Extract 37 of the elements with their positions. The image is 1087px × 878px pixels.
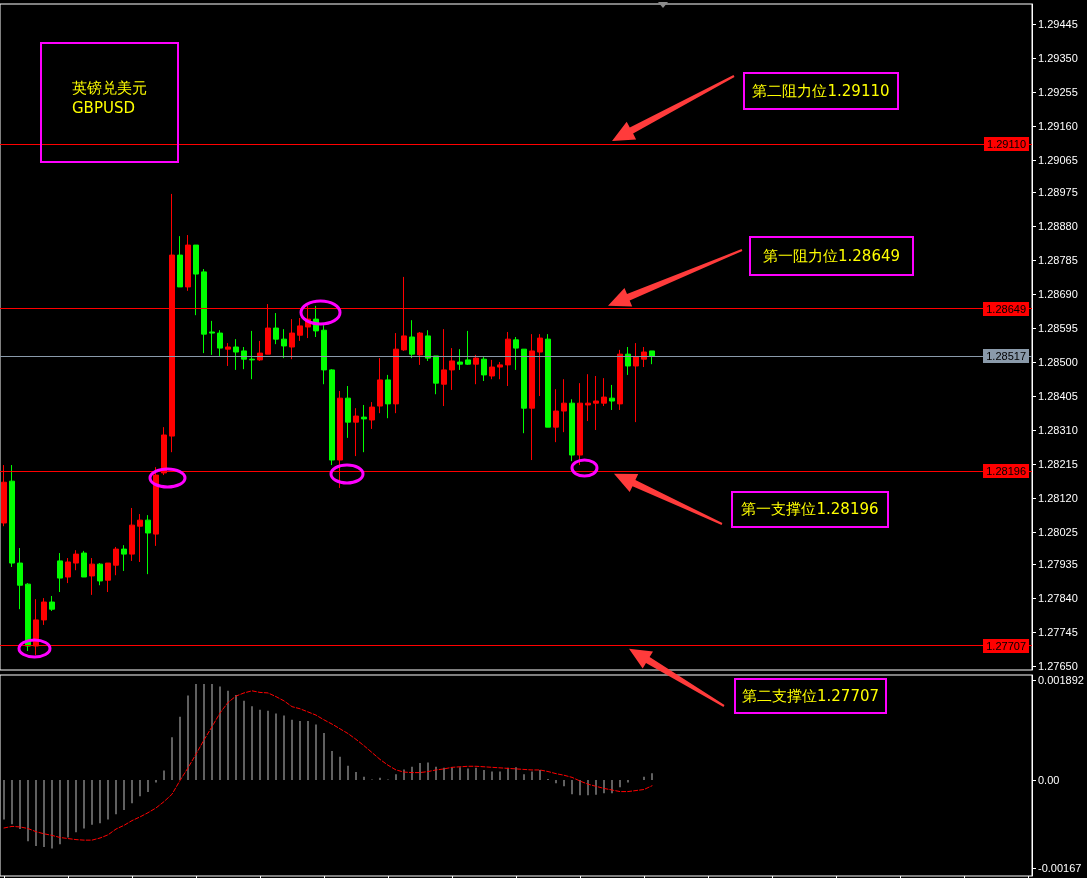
y-tick-label: 1.28595 — [1038, 322, 1078, 335]
y-tick-label: 1.27650 — [1038, 660, 1078, 673]
ref-line-label: 1.28649 — [986, 302, 1026, 315]
text-box: 第二支撑位1.27707 — [734, 678, 887, 714]
y-tick-label: 1.29445 — [1038, 18, 1078, 31]
y-tick-label: 1.29160 — [1038, 119, 1078, 132]
text-box: 第二阻力位1.29110 — [743, 72, 899, 110]
text-box: 第一支撑位1.28196 — [731, 491, 889, 528]
y-tick-label: 1.27935 — [1038, 558, 1078, 571]
y-tick-label: 1.28405 — [1038, 390, 1078, 403]
y-tick-label: 1.29255 — [1038, 85, 1078, 98]
ref-line-label: 1.28196 — [986, 464, 1026, 477]
ref-line-label: 1.28517 — [986, 349, 1026, 362]
y-tick-label: 1.28120 — [1038, 491, 1078, 504]
ref-line-label: 1.29110 — [987, 137, 1026, 150]
annotation: 第二阻力位1.29110 — [752, 81, 890, 101]
annotation: 第一阻力位1.28649 — [762, 246, 901, 266]
ref-line-label: 1.27707 — [986, 639, 1026, 652]
y-tick-label: 1.28785 — [1038, 254, 1078, 267]
y-tick-label: 1.29350 — [1038, 52, 1078, 65]
y-tick-label: 0.00 — [1038, 773, 1060, 786]
y-tick-label: 1.27745 — [1038, 626, 1078, 639]
y-tick-label: 1.28975 — [1038, 186, 1078, 199]
y-tick-label: 1.27840 — [1038, 592, 1078, 605]
y-tick-label: -0.00167 — [1038, 862, 1082, 875]
annotation: 第二支撑位1.27707 — [741, 686, 880, 706]
y-tick-label: 1.28880 — [1038, 220, 1078, 233]
y-tick-label: 1.28310 — [1038, 424, 1078, 436]
annotation: 第一支撑位1.28196 — [741, 500, 879, 519]
text-box: 第一阻力位1.28649 — [749, 236, 914, 276]
y-tick-label: 1.29065 — [1038, 153, 1078, 166]
y-tick-label: 0.001892 — [1038, 674, 1084, 687]
y-tick-label: 1.28500 — [1038, 356, 1078, 369]
y-tick-label: 1.28690 — [1038, 288, 1078, 301]
y-tick-label: 1.28215 — [1038, 457, 1078, 470]
y-tick-label: 1.28025 — [1038, 525, 1078, 538]
text-box: 英镑兑美元 GBPUSD — [40, 42, 179, 163]
